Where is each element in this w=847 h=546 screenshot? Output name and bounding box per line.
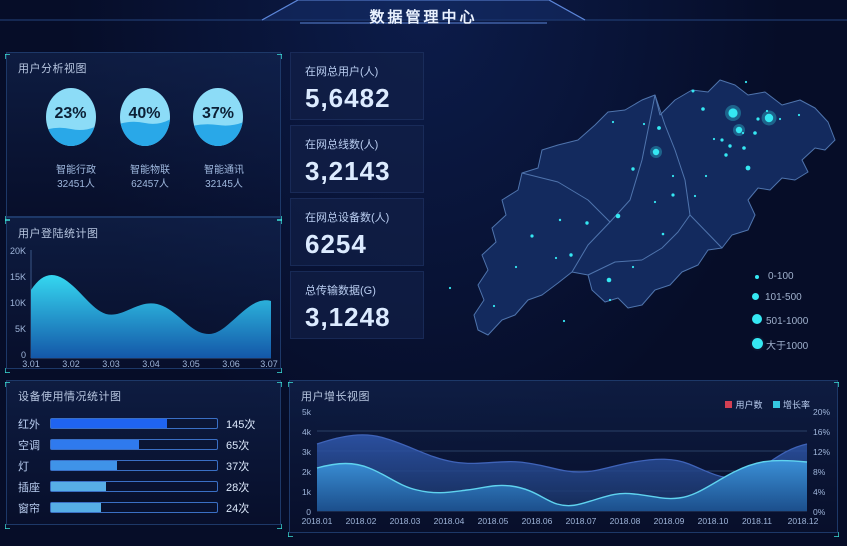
svg-text:3.01: 3.01 [22,359,40,369]
svg-text:8%: 8% [813,467,826,477]
svg-text:2018.03: 2018.03 [390,516,421,526]
svg-text:3.02: 3.02 [62,359,80,369]
svg-text:2018.10: 2018.10 [698,516,729,526]
svg-text:1k: 1k [302,487,312,497]
svg-text:5K: 5K [15,324,26,334]
svg-text:2018.01: 2018.01 [302,516,333,526]
svg-text:5k: 5k [302,407,312,417]
svg-text:10K: 10K [10,298,26,308]
svg-text:20%: 20% [813,407,830,417]
svg-text:2018.04: 2018.04 [434,516,465,526]
svg-text:2018.12: 2018.12 [788,516,819,526]
svg-text:2018.05: 2018.05 [478,516,509,526]
svg-text:3.04: 3.04 [142,359,160,369]
svg-text:3.06: 3.06 [222,359,240,369]
svg-text:12%: 12% [813,447,830,457]
svg-text:2018.07: 2018.07 [566,516,597,526]
svg-text:2018.11: 2018.11 [742,516,772,526]
svg-text:16%: 16% [813,427,830,437]
svg-text:20K: 20K [10,246,26,256]
svg-text:2018.09: 2018.09 [654,516,685,526]
svg-text:2018.08: 2018.08 [610,516,641,526]
svg-text:3k: 3k [302,447,312,457]
svg-text:3.05: 3.05 [182,359,200,369]
svg-text:15K: 15K [10,272,26,282]
svg-text:3.03: 3.03 [102,359,120,369]
svg-text:4k: 4k [302,427,312,437]
svg-text:4%: 4% [813,487,826,497]
svg-text:2018.06: 2018.06 [522,516,553,526]
svg-text:2018.02: 2018.02 [346,516,377,526]
svg-text:2k: 2k [302,467,312,477]
